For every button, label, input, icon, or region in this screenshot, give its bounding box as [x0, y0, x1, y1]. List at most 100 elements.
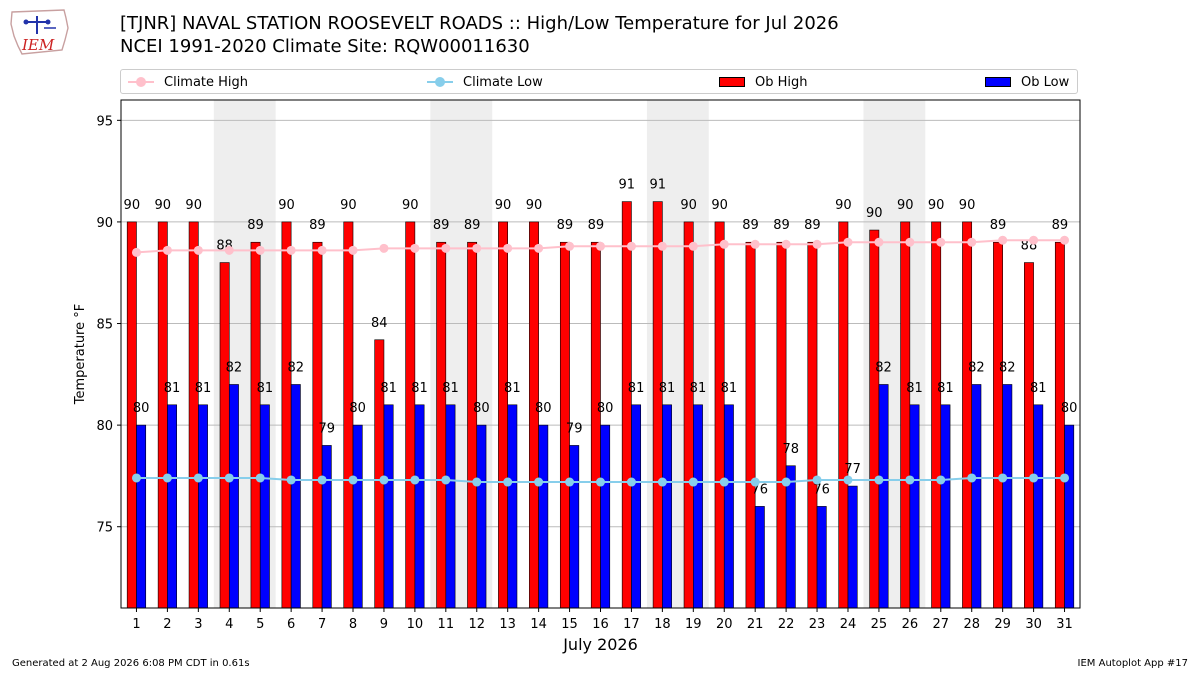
ob-low-bar — [754, 506, 765, 609]
ob-low-label: 81 — [937, 381, 954, 396]
ob-high-label: 89 — [1052, 218, 1069, 233]
x-tick-label: 14 — [530, 617, 547, 632]
ob-high-label: 90 — [897, 198, 914, 213]
climate-high-point — [193, 245, 203, 255]
ob-high-label: 89 — [309, 218, 326, 233]
climate-low-point — [1060, 473, 1070, 483]
x-tick-label: 7 — [318, 617, 326, 632]
climate-low-point — [843, 475, 853, 485]
x-tick-label: 13 — [499, 617, 516, 632]
ob-low-label: 81 — [721, 381, 738, 396]
climate-high-point — [657, 241, 667, 251]
ob-high-label: 90 — [959, 198, 976, 213]
x-tick-label: 6 — [287, 617, 295, 632]
footer-app: IEM Autoplot App #17 — [1077, 658, 1188, 669]
ob-low-label: 81 — [257, 381, 274, 396]
climate-low-point — [719, 477, 729, 487]
climate-low-swatch — [427, 77, 453, 87]
climate-low-point — [781, 477, 791, 487]
ob-high-label: 90 — [835, 198, 852, 213]
ob-high-label: 89 — [990, 218, 1007, 233]
logo-text: IEM — [21, 36, 55, 54]
climate-high-point — [503, 243, 513, 253]
ob-high-bar — [838, 221, 849, 609]
footer-generated: Generated at 2 Aug 2026 6:08 PM CDT in 0… — [12, 658, 250, 669]
climate-high-point — [224, 245, 234, 255]
ob-high-bar — [962, 221, 973, 609]
ob-high-label: 90 — [711, 198, 728, 213]
ob-high-bar — [776, 241, 787, 609]
ob-low-bar — [693, 404, 703, 609]
ob-low-bar — [847, 485, 858, 609]
climate-high-point — [967, 237, 977, 247]
climate-low-point — [255, 473, 265, 483]
ob-high-label: 90 — [526, 198, 543, 213]
ob-low-bar — [259, 404, 270, 609]
climate-high-point — [255, 245, 265, 255]
ob-low-bar — [321, 445, 332, 609]
ob-low-label: 82 — [968, 360, 985, 375]
ob-low-label: 77 — [844, 462, 861, 477]
ob-high-bar — [281, 221, 292, 609]
ob-low-label: 81 — [628, 381, 645, 396]
climate-high-point — [626, 241, 636, 251]
climate-low-point — [657, 477, 667, 487]
ob-low-label: 81 — [380, 381, 397, 396]
x-tick-label: 15 — [561, 617, 578, 632]
climate-high-point — [410, 243, 420, 253]
climate-low-point — [131, 473, 141, 483]
ob-low-label: 82 — [226, 360, 243, 375]
ob-low-bar — [538, 424, 549, 609]
climate-high-point — [1060, 235, 1070, 245]
ob-high-bar — [807, 241, 818, 609]
ob-low-label: 80 — [535, 401, 552, 416]
climate-low-point — [162, 473, 172, 483]
ob-low-label: 81 — [659, 381, 676, 396]
ob-low-label: 81 — [442, 381, 459, 396]
ob-low-label: 76 — [813, 482, 830, 497]
ob-low-label: 80 — [473, 401, 490, 416]
climate-low-point — [410, 475, 420, 485]
climate-high-swatch — [128, 77, 154, 87]
ob-high-bar — [157, 221, 168, 609]
ob-high-label: 89 — [742, 218, 759, 233]
ob-high-label: 91 — [619, 178, 636, 193]
ob-low-bar — [1064, 424, 1075, 609]
legend-climate-high: Climate High — [128, 73, 248, 91]
y-tick-label: 80 — [96, 419, 113, 434]
climate-low-point — [905, 475, 915, 485]
x-tick-label: 27 — [933, 617, 950, 632]
ob-low-label: 81 — [1030, 381, 1047, 396]
legend-climate-high-label: Climate High — [164, 74, 249, 90]
iem-logo: IEM — [10, 9, 69, 55]
ob-low-bar — [1033, 404, 1044, 609]
climate-low-point — [596, 477, 605, 487]
ob-low-label: 79 — [566, 421, 583, 436]
ob-high-bar — [869, 229, 880, 609]
ob-high-label: 90 — [124, 198, 141, 213]
ob-high-bar — [621, 201, 632, 609]
ob-high-label: 91 — [649, 178, 666, 193]
ob-low-bar — [909, 404, 920, 609]
y-tick-label: 95 — [96, 114, 113, 129]
x-tick-label: 30 — [1025, 617, 1042, 632]
x-tick-label: 2 — [163, 617, 171, 632]
ob-high-label: 89 — [433, 218, 450, 233]
x-tick-label: 20 — [716, 617, 733, 632]
x-tick-label: 24 — [840, 617, 857, 632]
ob-high-label: 90 — [340, 198, 357, 213]
ob-high-label: 90 — [154, 198, 171, 213]
ob-high-label: 90 — [278, 198, 295, 213]
climate-high-point — [131, 247, 141, 257]
climate-low-point — [688, 477, 698, 487]
ob-low-bar — [445, 404, 456, 609]
y-tick-label: 90 — [96, 216, 113, 231]
ob-high-bar — [219, 262, 230, 609]
chart-title: [TJNR] NAVAL STATION ROOSEVELT ROADS :: … — [120, 12, 839, 58]
ob-high-bar — [900, 221, 911, 609]
x-tick-label: 25 — [871, 617, 888, 632]
climate-high-point — [596, 241, 605, 251]
climate-high-point — [688, 241, 698, 251]
climate-high-point — [812, 239, 822, 249]
